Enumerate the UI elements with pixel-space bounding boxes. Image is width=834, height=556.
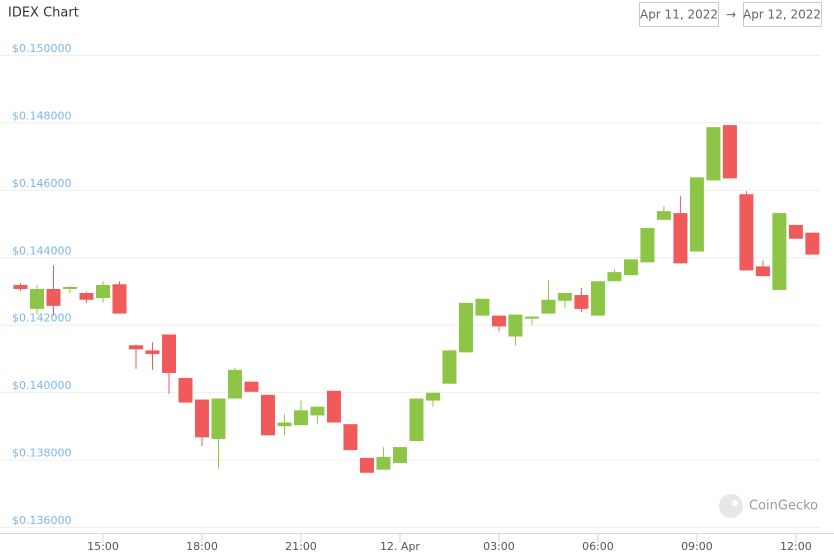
x-tick-label: 12:00 bbox=[780, 540, 812, 553]
date-to[interactable]: Apr 12, 2022 bbox=[743, 8, 821, 22]
candle-body bbox=[689, 177, 704, 252]
candle-body bbox=[326, 390, 341, 423]
candle-body bbox=[640, 227, 655, 263]
candle-body bbox=[112, 284, 127, 314]
x-tick-label: 06:00 bbox=[582, 540, 614, 553]
candle-body bbox=[574, 295, 589, 309]
candle-body bbox=[656, 211, 671, 220]
candle-body bbox=[310, 406, 325, 416]
y-tick-label: $0.140000 bbox=[12, 379, 72, 392]
candle-body bbox=[541, 299, 556, 314]
candle-body bbox=[30, 288, 45, 309]
y-tick-label: $0.146000 bbox=[12, 177, 72, 190]
y-tick-label: $0.138000 bbox=[12, 447, 72, 460]
date-separator: → bbox=[726, 8, 736, 22]
candle-body bbox=[95, 284, 110, 299]
x-tick-label: 18:00 bbox=[186, 540, 218, 553]
date-from-box[interactable] bbox=[639, 2, 719, 27]
candle-body bbox=[788, 224, 803, 239]
candle-body bbox=[442, 350, 457, 384]
y-tick-label: $0.136000 bbox=[12, 514, 72, 527]
candle-body bbox=[178, 377, 193, 403]
y-tick-label: $0.148000 bbox=[12, 109, 72, 122]
candle-body bbox=[260, 394, 275, 436]
y-tick-label: $0.144000 bbox=[12, 244, 72, 257]
x-tick-label: 21:00 bbox=[285, 540, 317, 553]
candle-body bbox=[607, 272, 622, 282]
candle-body bbox=[227, 369, 242, 399]
candle-body bbox=[128, 345, 143, 350]
y-tick-label: $0.142000 bbox=[12, 312, 72, 325]
candle-body bbox=[194, 399, 209, 438]
candle-body bbox=[277, 422, 292, 427]
candle-body bbox=[508, 314, 523, 337]
candle-body bbox=[590, 281, 605, 316]
chart-title: IDEX Chart bbox=[8, 6, 79, 21]
candle-body bbox=[293, 410, 308, 426]
candle-body bbox=[722, 125, 737, 179]
candle-body bbox=[557, 293, 572, 301]
watermark-logo bbox=[719, 494, 743, 518]
candle-body bbox=[475, 298, 490, 316]
candle-body bbox=[706, 127, 721, 181]
candle-body bbox=[211, 398, 226, 440]
candle-body bbox=[13, 284, 28, 289]
candle-body bbox=[491, 315, 506, 327]
candle-body bbox=[161, 334, 176, 373]
candle-body bbox=[524, 316, 539, 319]
candle-body bbox=[425, 392, 440, 401]
x-tick-label: 03:00 bbox=[483, 540, 515, 553]
candle-body bbox=[63, 286, 78, 289]
x-tick-label: 12. Apr bbox=[380, 540, 420, 553]
candle-body bbox=[343, 424, 358, 451]
candle-body bbox=[772, 213, 787, 290]
candle-body bbox=[673, 213, 688, 264]
candle-body bbox=[805, 232, 820, 255]
date-to-box[interactable] bbox=[743, 2, 822, 27]
candle-body bbox=[359, 457, 374, 473]
candle-body bbox=[623, 259, 638, 276]
candle-body bbox=[145, 350, 160, 355]
candle-body bbox=[376, 456, 391, 470]
date-from[interactable]: Apr 11, 2022 bbox=[640, 8, 718, 22]
candle-body bbox=[458, 302, 473, 353]
candle-body bbox=[46, 288, 61, 306]
y-tick-label: $0.150000 bbox=[12, 42, 72, 55]
candle-body bbox=[409, 398, 424, 442]
watermark: CoinGecko bbox=[749, 499, 818, 514]
candle-body bbox=[244, 381, 259, 392]
x-tick-label: 09:00 bbox=[681, 540, 713, 553]
candle-body bbox=[739, 194, 754, 271]
candle-body bbox=[755, 266, 770, 277]
x-tick-label: 15:00 bbox=[87, 540, 119, 553]
candle-body bbox=[79, 293, 94, 300]
candle-body bbox=[392, 447, 407, 463]
